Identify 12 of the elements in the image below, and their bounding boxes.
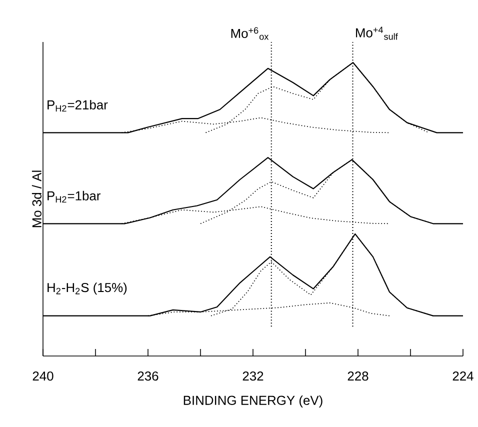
ref-line-label: Mo$^{+6}$ox <box>231 27 269 40</box>
ref-line-label: Mo$^{+4}$sulf <box>356 26 398 40</box>
series-label: H$_{2}$-H$_{2}$S (15%) <box>48 282 127 295</box>
series-label: P$_{H2}$=21bar <box>48 100 108 112</box>
x-tick-label: 236 <box>138 371 158 381</box>
x-tick-label: 240 <box>32 371 54 381</box>
series-label: P$_{H2}$=1bar <box>48 190 100 203</box>
x-tick-label: 228 <box>348 371 368 381</box>
x-tick-label: 232 <box>242 371 264 381</box>
x-tick-label: 224 <box>452 371 474 381</box>
y-axis-title: Mo 3d / Al <box>32 170 42 228</box>
x-axis-title: BINDING ENERGY (eV) <box>184 395 322 408</box>
